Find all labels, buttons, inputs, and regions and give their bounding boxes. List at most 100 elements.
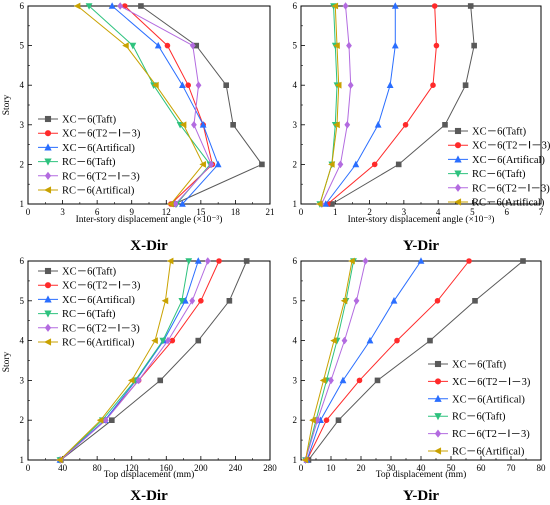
data-point [328, 376, 334, 385]
legend-marker [434, 429, 442, 438]
legend-label: XC－6(Taft) [472, 127, 527, 138]
data-point [340, 297, 348, 305]
legend: XC－6(Taft) XC－6(T2－Ⅰ－3) XC－6(Artifical) RC－… [448, 127, 550, 209]
series-6 [316, 2, 342, 208]
data-point [391, 2, 399, 9]
data-point [189, 41, 196, 50]
data-point [344, 121, 351, 129]
data-point [430, 82, 436, 88]
legend-marker [434, 413, 442, 421]
x-tick-label: 80 [93, 463, 103, 473]
data-point [352, 160, 360, 168]
series-line [140, 5, 263, 205]
legend-marker [44, 115, 52, 123]
data-point [331, 2, 339, 10]
series-6 [56, 257, 174, 464]
series-1 [329, 3, 477, 207]
x-tick-label: 40 [58, 463, 68, 473]
series-line [319, 5, 340, 205]
y-tick-label: 1 [20, 455, 25, 465]
data-point [85, 3, 93, 10]
x-tick-label: 280 [263, 463, 277, 473]
legend-label: XC－6(Taft) [62, 267, 117, 278]
data-point [374, 377, 381, 384]
legend-marker [44, 130, 52, 137]
panel-caption: Y-Dir [403, 488, 439, 504]
series-line [327, 5, 437, 205]
data-point [431, 3, 438, 9]
x-tick-label: 5 [470, 207, 475, 217]
data-point [108, 2, 116, 9]
data-point [346, 41, 352, 50]
legend-label: RC－6(Taft) [452, 412, 506, 423]
data-point [194, 257, 202, 264]
legend-marker [44, 143, 52, 151]
data-point [195, 81, 202, 89]
data-point [138, 3, 144, 9]
legend-label: RC－6(T2－Ⅰ－3) [472, 183, 550, 194]
y-tick-label: 5 [293, 41, 298, 51]
series-line [59, 260, 172, 461]
data-point [462, 82, 469, 88]
x-tick-label: 0 [299, 463, 304, 473]
legend-marker [434, 360, 442, 368]
series-line [77, 5, 204, 205]
data-point [102, 416, 109, 424]
y-axis-label: Story [2, 351, 12, 372]
legend-label: RC－6(Artifical) [62, 338, 135, 349]
x-tick-label: 50 [447, 463, 457, 473]
x-tick-label: 3 [60, 207, 65, 217]
data-point [342, 2, 349, 10]
data-point [323, 417, 330, 424]
data-point [109, 417, 115, 424]
y-tick-label: 5 [293, 296, 298, 306]
legend-label: XC－6(T2－Ⅰ－3) [472, 141, 550, 152]
data-point [374, 121, 382, 128]
y-tick-label: 5 [20, 41, 25, 51]
data-point [179, 121, 187, 129]
series-line [308, 260, 524, 461]
x-tick-label: 0 [26, 207, 31, 217]
data-point [371, 161, 378, 168]
series-3 [303, 257, 425, 463]
data-point [198, 297, 204, 304]
legend: XC－6(Taft) XC－6(T2－Ⅰ－3) XC－6(Artifical) RC－… [38, 115, 141, 197]
panel-caption: X-Dir [130, 488, 168, 504]
x-tick-label: 20 [357, 463, 367, 473]
legend-marker [454, 183, 462, 192]
series-1 [138, 3, 265, 207]
data-point [309, 416, 316, 424]
legend-label: XC－6(Artifical) [62, 295, 135, 306]
data-point [179, 200, 186, 207]
x-tick-label: 160 [160, 463, 174, 473]
data-point [178, 297, 186, 305]
data-point [195, 337, 202, 344]
data-point [189, 297, 196, 305]
series-line [306, 260, 470, 461]
legend-marker [434, 378, 442, 385]
data-point [341, 336, 348, 345]
x-tick-label: 3 [402, 207, 407, 217]
x-tick-label: 0 [26, 463, 31, 473]
panel-caption: X-Dir [130, 238, 168, 254]
y-tick-label: 2 [20, 415, 25, 425]
x-tick-label: 12 [162, 207, 171, 217]
data-point [214, 160, 222, 168]
data-point [165, 336, 171, 345]
data-point [333, 42, 340, 49]
legend-marker [44, 323, 52, 332]
series-line [305, 260, 353, 461]
legend-marker [44, 158, 52, 166]
data-point [395, 161, 402, 168]
legend-label: RC－6(Taft) [62, 157, 116, 168]
y-axis-label: Story [2, 94, 12, 115]
x-tick-label: 200 [194, 463, 208, 473]
x-tick-label: 0 [299, 207, 304, 217]
series-line [60, 260, 209, 461]
x-tick-label: 9 [129, 207, 134, 217]
legend-marker [433, 447, 442, 455]
series-line [325, 6, 396, 205]
